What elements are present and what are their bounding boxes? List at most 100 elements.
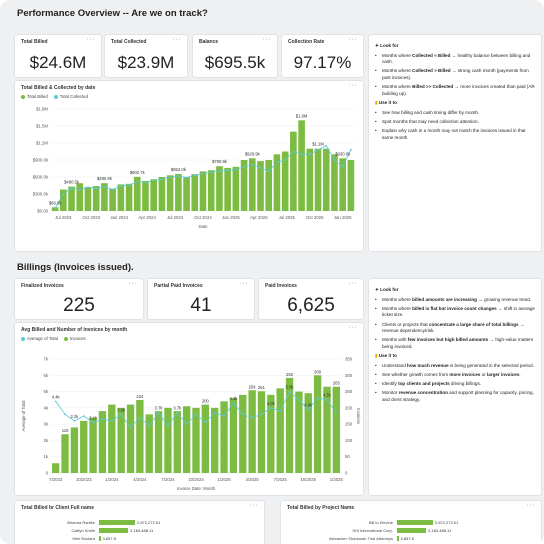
more-options-icon[interactable]: ··· xyxy=(348,36,357,43)
note-item: Monitor revenue concentration and suppor… xyxy=(375,390,537,403)
point-total-collected xyxy=(218,170,221,173)
note-item: See whether growth comes from more invoi… xyxy=(375,372,537,379)
line-data-label: 3.6k xyxy=(117,407,126,412)
note-item: Months where billed amounts are increasi… xyxy=(375,297,537,304)
look-for-heading: ✦ Look for xyxy=(375,43,399,48)
point-total-collected xyxy=(226,169,229,172)
legend-item-collected[interactable]: Total Collected xyxy=(53,94,88,99)
x-tick-label: Jan 2026 xyxy=(334,215,352,220)
kpi-card-paid-invoices[interactable]: Paid Invoices ··· 6,625 xyxy=(258,278,364,320)
row-label: Caitlyn Smith xyxy=(71,528,95,533)
lightbulb-icon: ▮ xyxy=(375,99,378,105)
data-label: $1.1M xyxy=(312,142,324,147)
legend-item-invoices[interactable]: Invoices xyxy=(63,336,86,341)
kpi-label: Paid Invoices xyxy=(265,283,297,289)
row-bar[interactable] xyxy=(397,520,433,525)
bar-total-billed xyxy=(224,167,231,211)
point-total-collected xyxy=(161,178,163,181)
kpi-card-partial-paid-invoices[interactable]: Partial Paid Invoices ··· 41 xyxy=(147,278,255,320)
more-options-icon[interactable]: ··· xyxy=(348,280,357,287)
more-options-icon[interactable]: ··· xyxy=(239,280,248,287)
note-item: Understand how much revenue is being gen… xyxy=(375,363,537,370)
kpi-label: Total Billed xyxy=(21,39,48,45)
billed-collected-chart: $0.00 $300.0k $600.0k $900.0k $1.2M $1.5M $1.8… xyxy=(33,107,355,229)
bar-invoices xyxy=(61,434,69,473)
kpi-card-collection-rate[interactable]: Collection Rate ··· 97.17% xyxy=(281,34,364,78)
line-data-label: 3.7k xyxy=(173,406,182,411)
legend-label: Invoices xyxy=(69,336,86,341)
point-total-collected xyxy=(243,165,245,168)
row-bar[interactable] xyxy=(99,528,129,533)
y-right-tick-label: 250 xyxy=(345,389,353,394)
kpi-card-balance[interactable]: Balance ··· $695.5k xyxy=(192,34,278,78)
legend-item-billed[interactable]: Total Billed xyxy=(21,94,48,99)
kpi-value: $695.5k xyxy=(204,53,266,72)
look-for-list: Months where Collected ≈ Billed → health… xyxy=(375,53,537,98)
kpi-label: Partial Paid Invoices xyxy=(154,283,203,289)
use-it-heading: ▮ Use it to xyxy=(375,353,537,360)
row-bar[interactable] xyxy=(397,528,427,533)
x-tick-label: 4/2025 xyxy=(246,477,260,482)
bar-total-billed xyxy=(76,183,84,211)
line-data-label: 4.6k xyxy=(304,402,313,407)
point-average-total xyxy=(82,415,85,417)
point-average-total xyxy=(279,410,282,413)
row-bar[interactable] xyxy=(99,536,101,541)
point-average-total xyxy=(241,413,244,416)
more-options-icon[interactable]: ··· xyxy=(249,502,258,509)
x-tick-label: Jan 2024 xyxy=(110,215,128,220)
point-total-collected xyxy=(87,186,89,189)
bar-total-billed xyxy=(199,171,207,211)
bar-total-billed xyxy=(265,160,273,211)
kpi-card-finalized-invoices[interactable]: Finalized Invoices ··· 225 xyxy=(14,278,144,320)
point-total-collected xyxy=(193,174,196,177)
row-label: Alexander Shuntarah Trial Attorneys xyxy=(328,536,393,541)
point-total-collected xyxy=(78,188,81,191)
more-options-icon[interactable]: ··· xyxy=(526,502,535,509)
point-total-collected xyxy=(259,167,262,169)
y-left-tick-label: 3k xyxy=(43,422,48,427)
y-right-tick-label: 150 xyxy=(345,422,353,427)
kpi-label: Balance xyxy=(199,39,219,45)
x-tick-label: Oct 2023 xyxy=(83,215,101,220)
point-average-total xyxy=(176,411,179,414)
bar-invoices xyxy=(126,404,135,473)
data-label: $929.9k xyxy=(245,151,261,156)
kpi-card-total-collected[interactable]: Total Collected ··· $23.9M xyxy=(104,34,188,78)
bar-invoices xyxy=(154,411,163,473)
legend-item-avg[interactable]: Average of Total xyxy=(21,336,58,341)
row-bar[interactable] xyxy=(397,536,399,541)
more-options-icon[interactable]: ··· xyxy=(86,36,95,43)
point-total-collected xyxy=(185,176,188,179)
bar-total-billed xyxy=(142,180,149,211)
point-total-collected xyxy=(136,180,139,183)
point-total-collected xyxy=(308,153,311,156)
bar-total-billed xyxy=(117,184,125,211)
point-total-collected xyxy=(267,170,270,173)
y-left-tick-label: 6k xyxy=(43,373,48,378)
bar-invoices xyxy=(285,377,294,473)
row-bar[interactable] xyxy=(99,520,135,525)
point-average-total xyxy=(307,408,310,411)
more-options-icon[interactable]: ··· xyxy=(348,324,357,331)
more-options-icon[interactable]: ··· xyxy=(348,82,357,89)
line-data-label: 3.1k xyxy=(89,416,98,421)
y-right-axis-title: Invoices xyxy=(356,408,361,424)
x-tick-label: 1/2025 xyxy=(217,477,231,482)
kpi-card-total-billed[interactable]: Total Billed ··· $24.6M xyxy=(14,34,102,78)
more-options-icon[interactable]: ··· xyxy=(262,36,271,43)
data-label: $490.9k xyxy=(97,176,113,181)
y-left-tick-label: 5k xyxy=(43,389,48,394)
line-data-label: 3.2k xyxy=(70,414,79,419)
more-options-icon[interactable]: ··· xyxy=(172,36,181,43)
bar-invoices xyxy=(117,407,125,473)
bar-invoices xyxy=(145,414,153,473)
y-right-tick-label: 50 xyxy=(345,454,350,459)
note-item: Explain why cash in a month may not matc… xyxy=(375,128,537,141)
bar-total-billed xyxy=(68,186,75,211)
point-total-collected xyxy=(349,148,352,151)
use-it-list: See how billing and cash timing differ b… xyxy=(375,110,537,142)
bar-total-billed xyxy=(257,161,264,211)
look-for-list: Months where billed amounts are increasi… xyxy=(375,297,537,351)
more-options-icon[interactable]: ··· xyxy=(128,280,137,287)
